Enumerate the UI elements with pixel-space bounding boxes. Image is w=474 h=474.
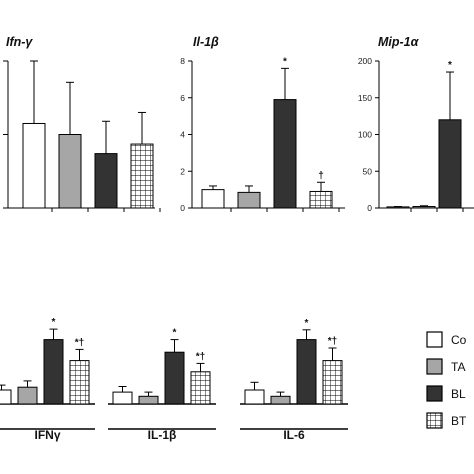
- legend-label: Co: [451, 333, 467, 347]
- panel-mip-1-alpha: Mip-1α 0 50 100 150 200 *: [358, 35, 474, 213]
- bar: [94, 153, 118, 209]
- significance-mark: *†: [328, 336, 337, 347]
- significance-mark: *: [52, 317, 56, 328]
- panel-grouped-cytokines: * *† * *† * *† IFNγ IL-1β IL-6: [0, 317, 348, 442]
- panel-title: Ifn-γ: [6, 35, 33, 49]
- bar: [237, 191, 261, 209]
- bar: [43, 339, 64, 405]
- y-tick-label: 6: [180, 93, 185, 103]
- y-tick-label: 50: [363, 166, 373, 176]
- panel-title: Mip-1α: [378, 35, 420, 49]
- significance-mark: *†: [196, 351, 205, 362]
- legend-swatch: [426, 412, 443, 429]
- significance-mark: †: [318, 170, 324, 181]
- group-label: IL-6: [283, 428, 305, 442]
- panel-ifn-gamma: Ifn-γ: [3, 35, 161, 212]
- panel-title: Il-1β: [193, 35, 219, 49]
- bar: [270, 395, 291, 405]
- y-tick-label: 0: [180, 203, 185, 213]
- bar: [164, 351, 185, 405]
- bar: [386, 206, 410, 209]
- bar: [22, 122, 46, 209]
- axes: [0, 403, 348, 430]
- y-tick-label: 0: [367, 203, 372, 213]
- bars: *: [386, 60, 462, 209]
- bar: [273, 99, 297, 209]
- bar: [309, 190, 333, 209]
- bar: [244, 389, 265, 405]
- significance-mark: *: [283, 56, 287, 67]
- y-tick-label: 100: [358, 130, 372, 140]
- bar: [412, 206, 436, 209]
- bar: [112, 391, 133, 405]
- bar: [296, 339, 317, 405]
- bars: * *† * *† * *†: [0, 317, 343, 405]
- legend-swatch: [426, 331, 443, 348]
- legend-swatch: [426, 358, 443, 375]
- bar: [201, 189, 225, 209]
- legend: Co TA BL BT: [426, 331, 467, 429]
- legend-label: BL: [451, 387, 466, 401]
- significance-mark: *: [305, 318, 309, 329]
- bars: *†: [201, 56, 333, 209]
- bar: [438, 119, 462, 209]
- y-tick-label: 2: [180, 166, 185, 176]
- group-label: IL-1β: [148, 428, 177, 442]
- bar: [58, 134, 82, 209]
- bar: [0, 389, 12, 405]
- group-label: IFNγ: [34, 428, 60, 442]
- legend-label: TA: [451, 360, 465, 374]
- bar: [130, 143, 154, 209]
- legend-label: BT: [451, 414, 467, 428]
- bars: [22, 60, 154, 209]
- y-tick-label: 4: [180, 130, 185, 140]
- y-tick-label: 150: [358, 93, 372, 103]
- bar: [17, 386, 38, 405]
- bar: [69, 360, 90, 405]
- y-tick-label: 200: [358, 56, 372, 66]
- bar: [322, 360, 343, 405]
- significance-mark: *: [448, 60, 452, 71]
- significance-mark: *†: [75, 337, 84, 348]
- y-tick-label: 8: [180, 56, 185, 66]
- group-labels: IFNγ IL-1β IL-6: [34, 428, 304, 442]
- significance-mark: *: [173, 328, 177, 339]
- bar: [190, 371, 211, 405]
- legend-swatch: [426, 385, 443, 402]
- bar: [138, 395, 159, 405]
